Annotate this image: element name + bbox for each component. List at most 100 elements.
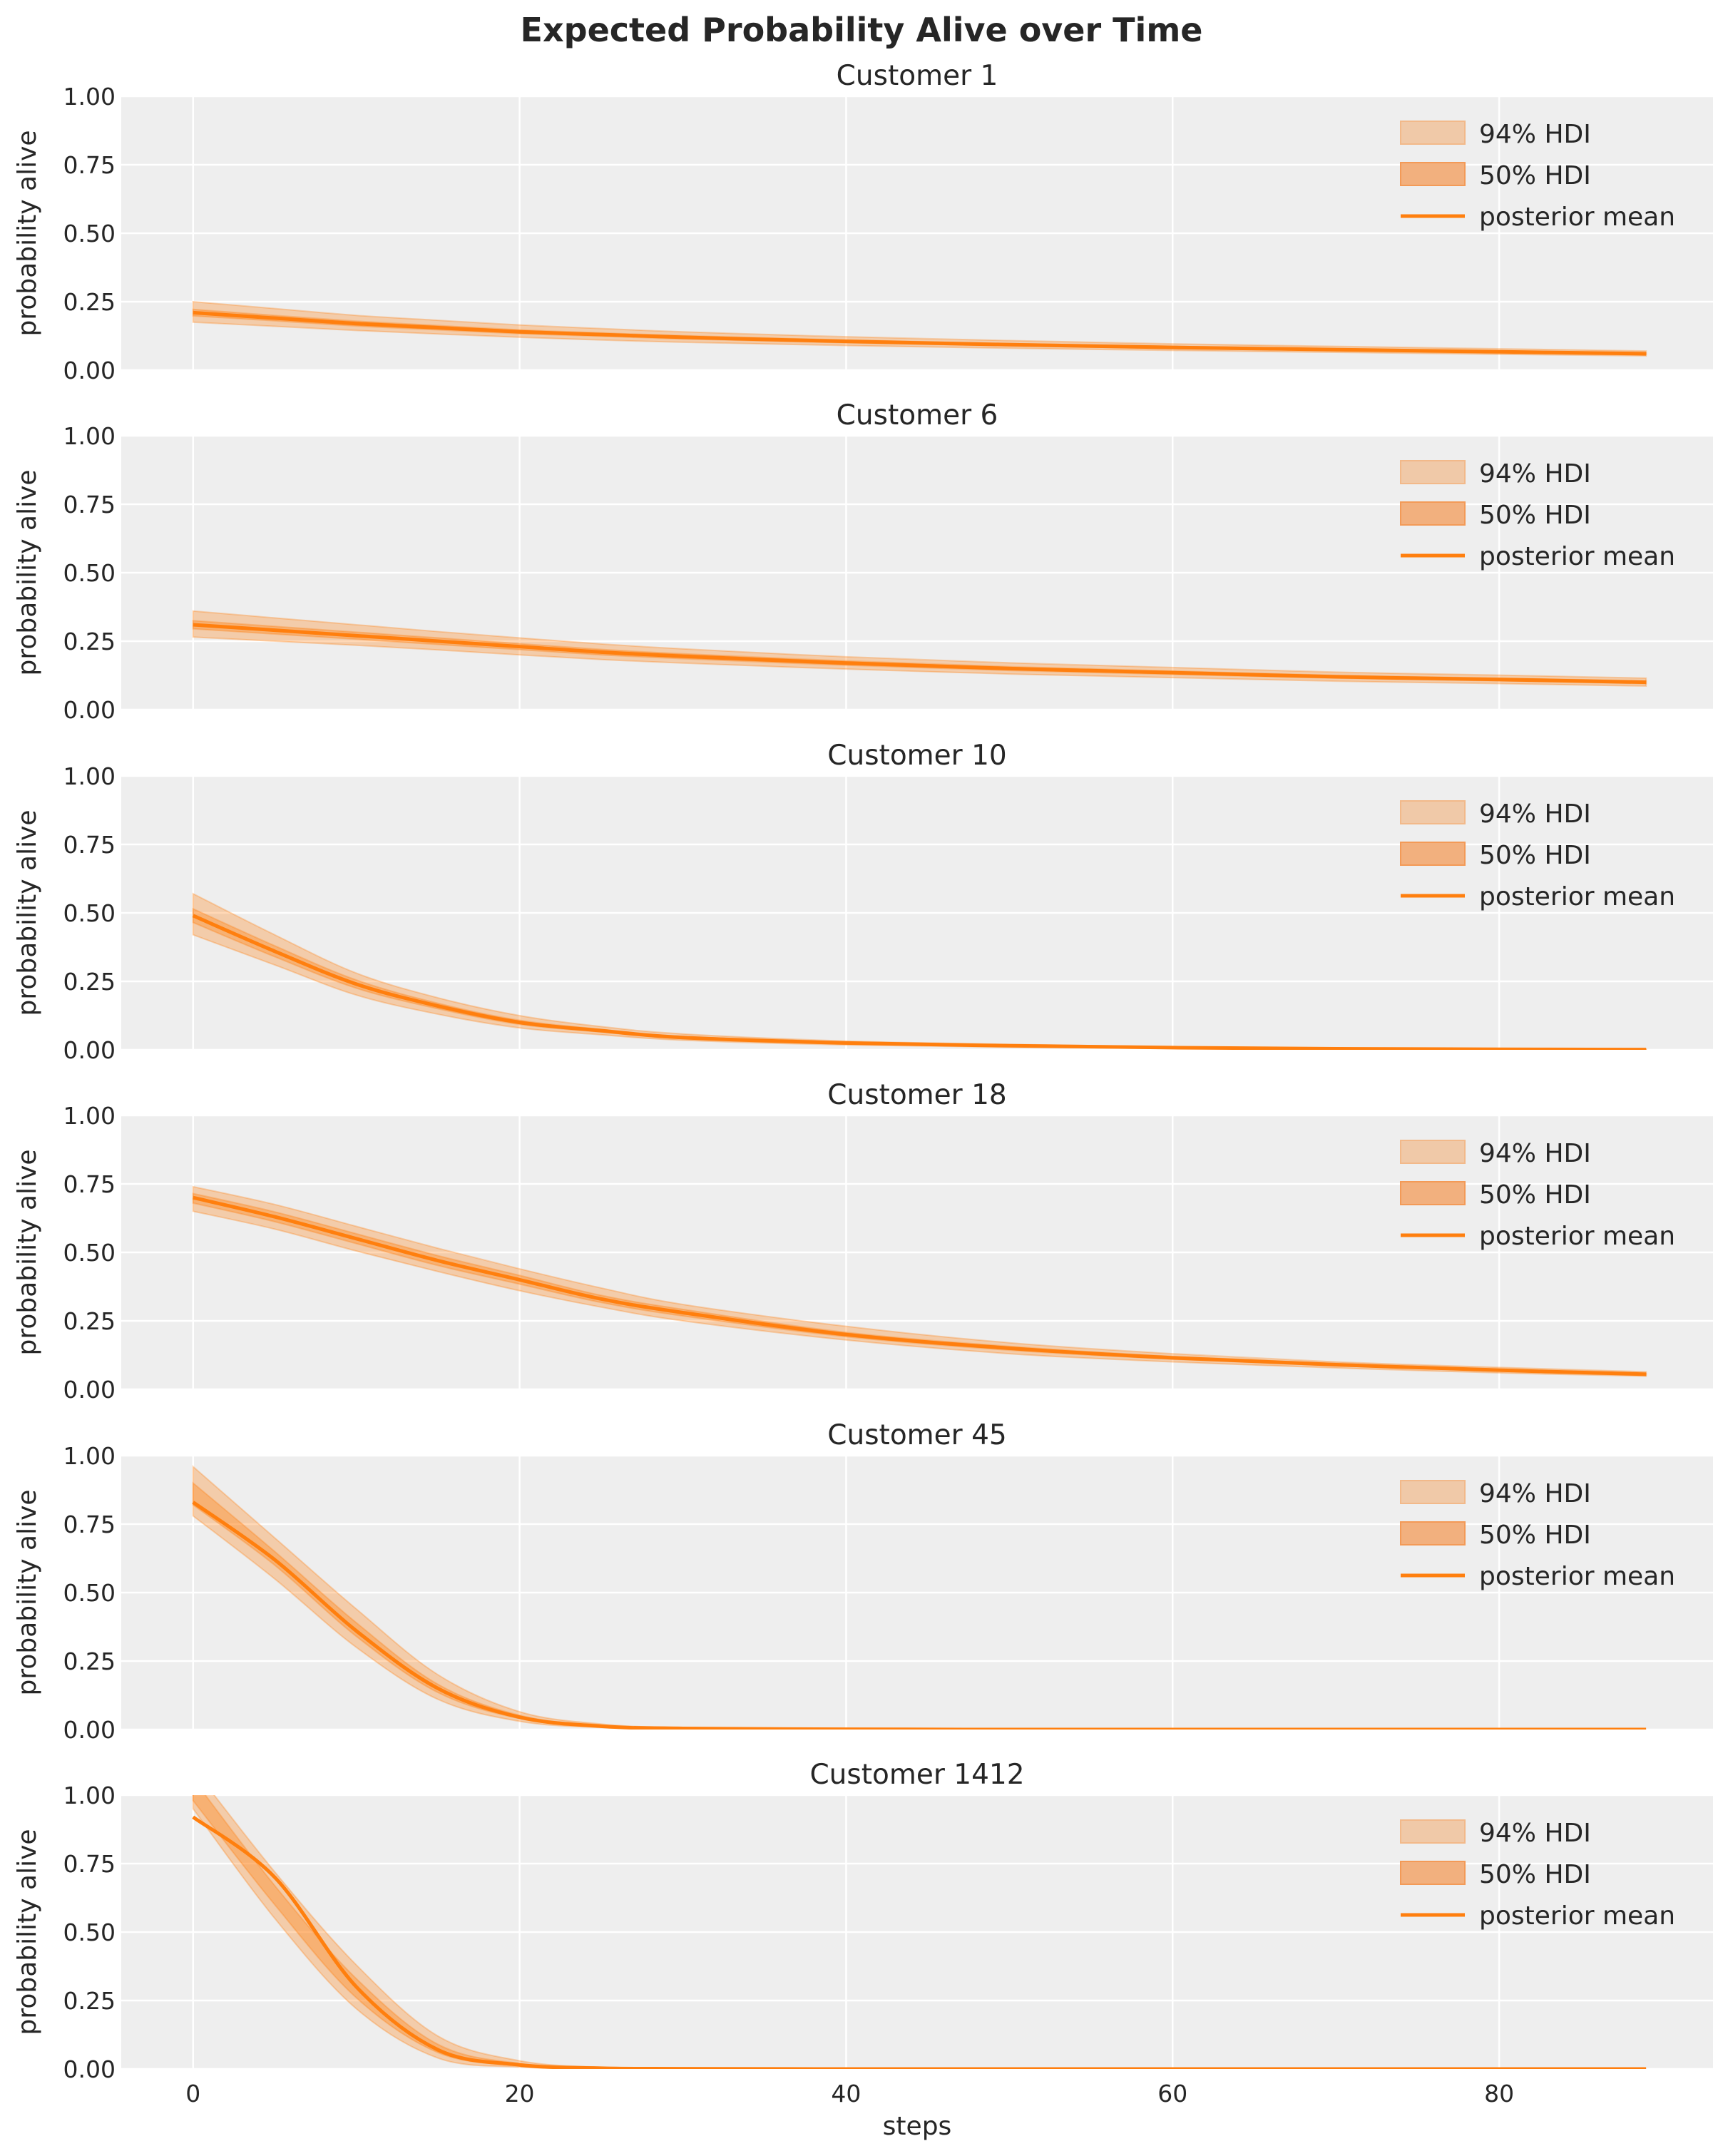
legend-label: posterior mean — [1479, 542, 1675, 571]
posterior-mean-line — [193, 623, 1647, 685]
hdi-94-band — [192, 892, 1647, 1050]
y-tick-label: 0.00 — [63, 696, 116, 724]
y-axis-label: probability alive — [13, 809, 42, 1016]
y-tick-label: 0.50 — [63, 1239, 116, 1267]
y-tick-label: 0.50 — [63, 1579, 116, 1607]
y-tick-label: 1.00 — [63, 1102, 116, 1130]
y-axis-label: probability alive — [13, 469, 42, 675]
y-tick-label: 0.75 — [63, 831, 116, 859]
legend-label: posterior mean — [1479, 203, 1675, 232]
y-tick-label: 0.75 — [63, 1170, 116, 1198]
y-tick-label: 0.75 — [63, 1850, 116, 1878]
y-axis-label: probability alive — [13, 1149, 42, 1355]
subplot-1: 0.00 0.25 0.50 0.75 1.00 Customer 1 probabilit… — [13, 60, 1713, 384]
y-tick-label: 0.50 — [63, 559, 116, 587]
x-tick-label: 40 — [831, 2080, 861, 2108]
posterior-mean-line — [192, 1815, 1647, 2069]
legend-swatch-hdi-50 — [1400, 501, 1466, 526]
subplot-6: 0.00 0.25 0.50 0.75 1.00 0 20 40 60 80 Customer 14… — [13, 1759, 1713, 2108]
posterior-mean-line — [193, 1195, 1647, 1376]
legend-label: 94% HDI — [1479, 1139, 1591, 1168]
legend-swatch-hdi-94 — [1400, 1480, 1466, 1504]
y-tick-label: 0.00 — [63, 2055, 116, 2083]
x-tick-label: 60 — [1157, 2080, 1187, 2108]
legend: 94% HDI 50% HDI posterior mean — [1400, 799, 1675, 911]
legend-label: 94% HDI — [1479, 459, 1591, 489]
legend-swatch-hdi-50 — [1400, 1521, 1466, 1546]
figure-title: Expected Probability Alive over Time — [521, 11, 1203, 49]
hdi-50-band — [192, 620, 1647, 685]
legend-swatch-hdi-50 — [1400, 162, 1466, 186]
legend: 94% HDI 50% HDI posterior mean — [1400, 1819, 1675, 1931]
y-tick-label: 0.25 — [63, 1307, 116, 1335]
y-tick-label: 0.50 — [63, 1919, 116, 1946]
legend-label: 94% HDI — [1479, 120, 1591, 149]
y-tick-label: 0.25 — [63, 1987, 116, 2015]
subplot-title: Customer 1412 — [809, 1759, 1024, 1791]
subplot-title: Customer 1 — [837, 60, 998, 92]
hdi-94-band — [192, 1465, 1647, 1730]
y-tick-label: 0.75 — [63, 151, 116, 179]
y-tick-label: 1.00 — [63, 1442, 116, 1470]
y-tick-label: 0.50 — [63, 899, 116, 927]
posterior-mean-line — [192, 914, 1647, 1050]
legend: 94% HDI 50% HDI posterior mean — [1400, 459, 1675, 571]
legend: 94% HDI 50% HDI posterior mean — [1400, 1479, 1675, 1591]
x-tick-label: 20 — [505, 2080, 535, 2108]
y-axis-label: probability alive — [13, 1829, 42, 2035]
hdi-94-band — [192, 1185, 1647, 1377]
legend-label: 50% HDI — [1479, 501, 1591, 530]
hdi-50-band — [192, 1192, 1647, 1376]
subplot-4: 0.00 0.25 0.50 0.75 1.00 Customer 18 probabili… — [13, 1079, 1713, 1404]
x-axis-label: steps — [883, 2112, 952, 2141]
legend-label: 94% HDI — [1479, 799, 1591, 829]
y-tick-label: 0.00 — [63, 1376, 116, 1404]
y-tick-label: 1.00 — [63, 83, 116, 111]
y-tick-label: 0.00 — [63, 357, 116, 384]
legend-label: 94% HDI — [1479, 1819, 1591, 1848]
legend-swatch-hdi-94 — [1400, 460, 1466, 484]
subplot-5: 0.00 0.25 0.50 0.75 1.00 Customer 45 probabili… — [13, 1419, 1713, 1744]
x-tick-label: 80 — [1484, 2080, 1514, 2108]
y-tick-label: 0.50 — [63, 220, 116, 247]
y-tick-label: 0.25 — [63, 1647, 116, 1675]
subplot-3: 0.00 0.25 0.50 0.75 1.00 Customer 10 probabili… — [13, 740, 1713, 1064]
legend-swatch-hdi-50 — [1400, 1861, 1466, 1885]
legend-label: posterior mean — [1479, 1222, 1675, 1251]
x-tick-label: 0 — [185, 2080, 200, 2108]
y-tick-label: 1.00 — [63, 762, 116, 790]
y-tick-label: 0.00 — [63, 1716, 116, 1744]
legend-label: 50% HDI — [1479, 161, 1591, 190]
legend-label: 50% HDI — [1479, 1521, 1591, 1550]
legend-label: 50% HDI — [1479, 1180, 1591, 1210]
legend-label: 50% HDI — [1479, 841, 1591, 870]
legend-swatch-hdi-94 — [1400, 1140, 1466, 1164]
y-tick-label: 1.00 — [63, 1782, 116, 1809]
y-tick-label: 0.25 — [63, 628, 116, 655]
y-tick-label: 1.00 — [63, 422, 116, 450]
legend: 94% HDI 50% HDI posterior mean — [1400, 120, 1675, 232]
legend-swatch-hdi-94 — [1400, 800, 1466, 824]
legend-swatch-hdi-94 — [1400, 1819, 1466, 1844]
legend-label: posterior mean — [1479, 882, 1675, 911]
legend-label: 50% HDI — [1479, 1860, 1591, 1889]
legend-label: posterior mean — [1479, 1901, 1675, 1931]
y-tick-label: 0.75 — [63, 1511, 116, 1538]
y-axis-label: probability alive — [13, 1489, 42, 1695]
subplot-title: Customer 6 — [837, 399, 998, 431]
subplot-title: Customer 10 — [827, 740, 1006, 772]
subplot-title: Customer 45 — [827, 1419, 1006, 1451]
posterior-mean-line — [193, 310, 1647, 356]
y-axis-label: probability alive — [13, 130, 42, 336]
y-tick-label: 0.00 — [63, 1036, 116, 1064]
subplot-2: 0.00 0.25 0.50 0.75 1.00 Customer 6 probabilit… — [13, 399, 1713, 724]
legend-label: posterior mean — [1479, 1562, 1675, 1591]
legend-label: 94% HDI — [1479, 1479, 1591, 1508]
subplot-title: Customer 18 — [827, 1079, 1006, 1111]
legend: 94% HDI 50% HDI posterior mean — [1400, 1139, 1675, 1251]
legend-swatch-hdi-50 — [1400, 842, 1466, 866]
y-tick-label: 0.25 — [63, 288, 116, 316]
posterior-mean-line — [192, 1501, 1647, 1730]
y-tick-label: 0.75 — [63, 491, 116, 518]
